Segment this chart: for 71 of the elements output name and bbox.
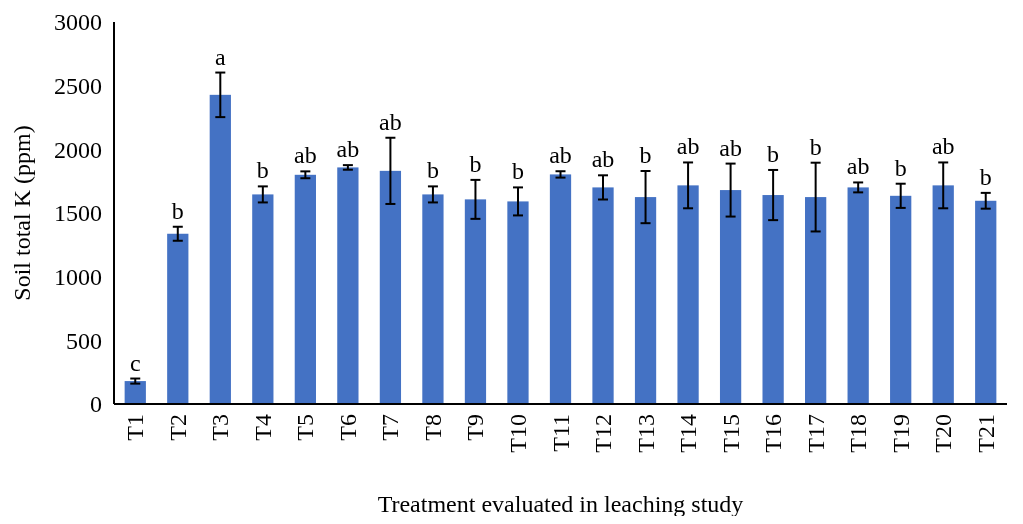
bar: [762, 195, 784, 404]
annotation: ab: [931, 133, 955, 160]
x-tick-label: T14: [675, 414, 702, 453]
x-tick-label: T11: [547, 414, 574, 452]
bar: [847, 187, 869, 404]
bar: [890, 195, 912, 404]
y-tick-label: 1000: [54, 264, 102, 291]
bar: [422, 194, 444, 404]
annotation: b: [979, 163, 992, 190]
x-tick-label: T3: [207, 414, 234, 441]
bar: [124, 381, 146, 404]
x-tick-label: T15: [717, 414, 744, 453]
bar: [975, 200, 997, 404]
y-tick-label: 1500: [54, 200, 102, 227]
y-tick-label: 3000: [54, 9, 102, 36]
bar: [634, 197, 657, 404]
annotation: b: [469, 150, 482, 177]
x-tick-label: T20: [930, 414, 957, 453]
x-tick-label: T9: [462, 414, 489, 441]
annotation: b: [171, 197, 184, 224]
annotation: ab: [591, 146, 615, 173]
x-tick-label: T1: [122, 414, 149, 441]
x-tick-label: T17: [802, 414, 829, 453]
bar: [549, 174, 572, 404]
annotation: ab: [846, 153, 870, 180]
annotation: ab: [294, 142, 317, 169]
x-tick-label: T8: [419, 414, 446, 441]
bar: [167, 233, 189, 404]
x-tick-label: T16: [760, 414, 787, 453]
annotation: c: [129, 349, 141, 376]
bar: [252, 194, 274, 404]
bar: [932, 185, 954, 404]
bar: [719, 190, 742, 404]
x-tick-label: T13: [632, 414, 659, 453]
x-tick-label: T21: [972, 414, 999, 453]
bar: [805, 197, 827, 404]
annotation: b: [894, 154, 907, 181]
y-tick-label: 2500: [54, 73, 102, 100]
annotation: b: [511, 158, 524, 185]
x-tick-label: T18: [845, 414, 872, 453]
x-tick-label: T6: [334, 414, 361, 441]
x-tick-label: T19: [887, 414, 914, 453]
annotation: ab: [379, 108, 402, 135]
annotation: ab: [719, 134, 742, 161]
annotation: b: [639, 141, 652, 168]
annotation: a: [214, 43, 226, 70]
bar: [677, 185, 699, 404]
y-axis-title: Soil total K (ppm): [9, 125, 35, 301]
bar: [592, 187, 614, 404]
annotation: b: [809, 133, 822, 160]
y-tick-label: 500: [66, 327, 102, 354]
annotation: ab: [676, 133, 700, 160]
annotation: ab: [549, 142, 572, 169]
x-tick-label: T10: [504, 414, 531, 453]
bar: [294, 174, 316, 404]
annotation: b: [767, 140, 780, 167]
x-tick-label: T7: [377, 414, 404, 441]
y-tick-label: 2000: [54, 136, 102, 163]
annotation: ab: [336, 136, 360, 163]
x-tick-label: T4: [249, 414, 276, 441]
annotation: b: [426, 157, 439, 184]
x-tick-label: T5: [292, 414, 319, 441]
x-tick-label: T2: [164, 414, 191, 441]
bar: [209, 94, 231, 404]
annotation: b: [256, 157, 269, 184]
bar: [379, 170, 402, 404]
bar: [337, 167, 359, 404]
y-tick-label: 0: [90, 391, 102, 418]
x-tick-label: T12: [590, 414, 617, 453]
bar: [507, 201, 529, 404]
bar: [464, 199, 487, 404]
